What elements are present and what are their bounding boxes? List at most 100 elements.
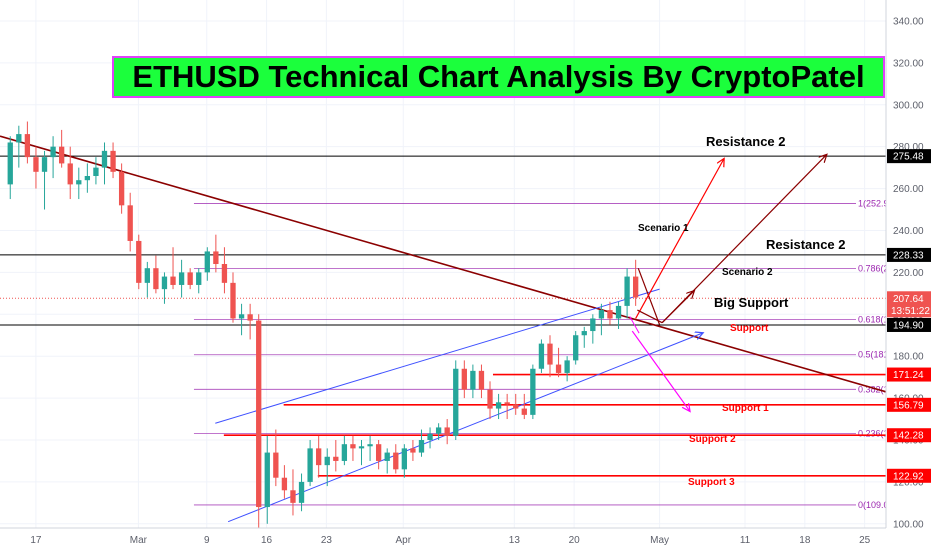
- channel-lower-line: [227, 333, 702, 523]
- scenario-1-down-leg: [637, 267, 661, 325]
- fib-level-label: 0(109.0: [858, 500, 889, 510]
- price-level-tag: [887, 149, 931, 164]
- candle-body: [290, 490, 296, 503]
- candle-body: [333, 456, 339, 461]
- price-level-tag-label: 171.24: [893, 370, 924, 381]
- bar-countdown-label: 13:51:22: [891, 306, 930, 317]
- bearish-scenario-arrow: [631, 330, 689, 411]
- candle-body: [513, 404, 519, 409]
- price-level-tag-label: 228.33: [893, 250, 924, 261]
- price-level-tag: [887, 247, 931, 262]
- time-tick-label: Apr: [395, 535, 411, 546]
- candle-body: [136, 240, 142, 283]
- candle-body: [324, 456, 330, 466]
- price-level-tag: [887, 367, 931, 382]
- candle-body: [375, 444, 382, 461]
- candle-body: [401, 448, 408, 470]
- price-axis[interactable]: 100.00120.00140.00160.00180.00200.00220.…: [885, 0, 932, 550]
- candle-body: [453, 368, 459, 436]
- candle-body: [101, 150, 108, 168]
- candle-body: [33, 157, 39, 172]
- candle-body: [573, 335, 579, 361]
- resistance-2-label: Resistance 2: [766, 237, 846, 252]
- candle-body: [633, 276, 639, 298]
- candle-body: [504, 402, 510, 405]
- candle-body: [118, 171, 125, 206]
- fib-level-label: 1(252.9: [858, 198, 889, 208]
- candle-body: [418, 440, 425, 453]
- annotation-labels: Resistance 2 Resistance 2 Scenario 1 Scenar…: [638, 134, 846, 488]
- candle-body: [615, 305, 622, 319]
- candle-body: [547, 343, 553, 365]
- resistance-2-top-label: Resistance 2: [706, 134, 786, 149]
- time-axis[interactable]: 17 Mar 9 16 23 Apr 13 20 May 11 18 25: [0, 527, 932, 550]
- candle-body: [598, 310, 605, 319]
- candle-body: [470, 370, 476, 390]
- candle-body: [16, 134, 22, 143]
- candle-body: [76, 180, 82, 185]
- price-tick-label: 260.00: [893, 184, 924, 195]
- time-axis-background: [0, 528, 932, 550]
- candle-body: [93, 167, 99, 176]
- candle-body: [247, 314, 253, 321]
- bearish-scenario-start: [629, 316, 640, 334]
- price-tick-label: 340.00: [893, 16, 924, 27]
- candle-body: [59, 146, 65, 164]
- channel-upper-line: [215, 288, 660, 424]
- time-tick-label: 9: [204, 535, 210, 546]
- scenario-2-dip: [637, 309, 663, 324]
- candle-body: [307, 448, 313, 482]
- price-tick-label: 220.00: [893, 268, 924, 279]
- candle-body: [316, 448, 322, 466]
- candle-body: [153, 268, 159, 290]
- candle-body: [435, 427, 442, 434]
- time-tick-label: 17: [30, 535, 42, 546]
- candle-body: [170, 276, 176, 285]
- time-tick-label: 23: [321, 535, 333, 546]
- downtrend-line: [0, 135, 887, 393]
- candle-body: [298, 481, 305, 503]
- price-axis-background: [886, 0, 932, 550]
- chart-title-banner: ETHUSD Technical Chart Analysis By Crypt…: [112, 56, 885, 98]
- candle-body: [127, 205, 133, 241]
- candle-body: [41, 157, 48, 172]
- candle-body: [607, 310, 613, 319]
- current-price-tag: [887, 291, 931, 318]
- fib-level-label: 0.236(1: [858, 429, 889, 439]
- candle-body: [530, 368, 536, 415]
- price-level-tag: [887, 317, 931, 332]
- scenario-1-label: Scenario 1: [638, 223, 689, 234]
- time-tick-label: May: [650, 535, 669, 546]
- price-level-tag-label: 122.92: [893, 471, 924, 482]
- candles: [7, 121, 639, 533]
- candle-body: [350, 444, 356, 449]
- time-tick-label: 11: [740, 535, 751, 546]
- candle-body: [444, 427, 450, 436]
- price-level-tag: [887, 468, 931, 483]
- candle-body: [221, 264, 228, 283]
- candle-body: [178, 272, 185, 285]
- fibonacci-levels: 1(252.9 0.786(2 0.618(1 0.5(181 0.382(1 0.236…: [193, 198, 889, 510]
- fib-level-label: 0.382(1: [858, 384, 889, 394]
- candle-body: [358, 446, 365, 449]
- price-tick-label: 180.00: [893, 352, 924, 363]
- price-level-tag-label: 142.28: [893, 431, 924, 442]
- support-1-label: Support 1: [722, 403, 769, 414]
- candle-body: [581, 331, 587, 336]
- price-level-tag-label: 275.48: [893, 152, 924, 163]
- big-support-label: Big Support: [714, 295, 789, 310]
- time-tick-label: 13: [509, 535, 521, 546]
- price-tick-label: 320.00: [893, 58, 924, 69]
- candle-body: [495, 402, 502, 409]
- candle-body: [478, 370, 485, 390]
- fib-level-label: 0.618(1: [858, 315, 889, 325]
- candle-body: [461, 368, 467, 390]
- price-tick-label: 100.00: [893, 519, 924, 530]
- time-tick-label: 25: [859, 535, 871, 546]
- price-tick-label: 280.00: [893, 142, 924, 153]
- scenario-2-up-arrow: [661, 155, 826, 324]
- candle-body: [24, 134, 31, 158]
- candle-body: [50, 146, 56, 158]
- price-level-tag: [887, 428, 931, 443]
